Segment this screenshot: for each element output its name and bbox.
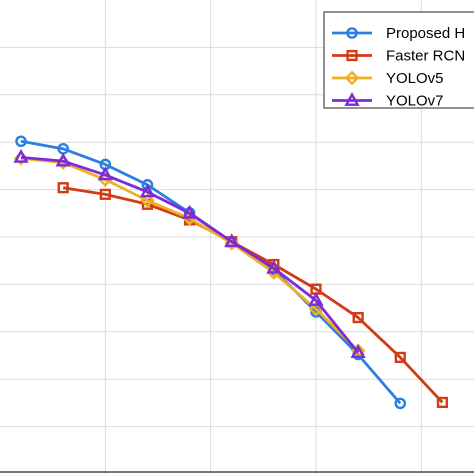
legend-entry-proposed-h: Proposed H (332, 25, 465, 42)
legend-label-faster-rcn: Faster RCN (386, 48, 465, 65)
legend-label-yolov5: YOLOv5 (386, 70, 444, 87)
data-point-proposed-h-1 (15, 135, 27, 148)
series-line-faster-rcn (62, 186, 444, 404)
data-point-yolov7-1 (13, 148, 29, 163)
legend-entry-yolov7: YOLOv7 (332, 92, 444, 110)
legend-entry-yolov5: YOLOv5 (332, 70, 444, 87)
legend-marker-yolov5 (344, 70, 360, 86)
series-faster-rcn (57, 182, 448, 409)
data-point-faster-rcn-10 (436, 396, 448, 409)
data-point-faster-rcn-9 (394, 351, 406, 363)
legend-label-proposed-h: Proposed H (386, 25, 465, 42)
data-point-proposed-h-10 (394, 397, 407, 410)
data-point-yolov5-4 (140, 193, 155, 208)
data-point-yolov7-3 (97, 166, 113, 181)
data-point-yolov7-9 (350, 344, 366, 359)
legend: Proposed H Faster RCN YOLOv5 YOLOv7 (323, 11, 474, 110)
data-point-faster-rcn-8 (352, 311, 364, 324)
legend-marker-faster-rcn (346, 49, 358, 62)
series-yolov7 (13, 148, 366, 359)
data-point-faster-rcn-2 (99, 188, 111, 200)
series-line-yolov7 (20, 155, 360, 354)
data-point-yolov7-7 (266, 259, 282, 274)
legend-marker-proposed-h (346, 27, 358, 39)
legend-marker-yolov7 (344, 92, 360, 106)
series-layer (13, 135, 448, 410)
legend-entry-faster-rcn: Faster RCN (332, 48, 465, 65)
data-point-yolov7-6 (224, 233, 240, 248)
data-point-proposed-h-4 (141, 179, 154, 191)
data-point-yolov7-4 (139, 183, 156, 198)
data-point-yolov7-5 (181, 204, 198, 219)
data-point-yolov7-2 (55, 152, 71, 167)
data-point-yolov7-8 (308, 292, 324, 306)
data-point-faster-rcn-1 (57, 182, 69, 194)
series-line-yolov5 (20, 156, 360, 352)
legend-label-yolov7: YOLOv7 (386, 93, 444, 110)
